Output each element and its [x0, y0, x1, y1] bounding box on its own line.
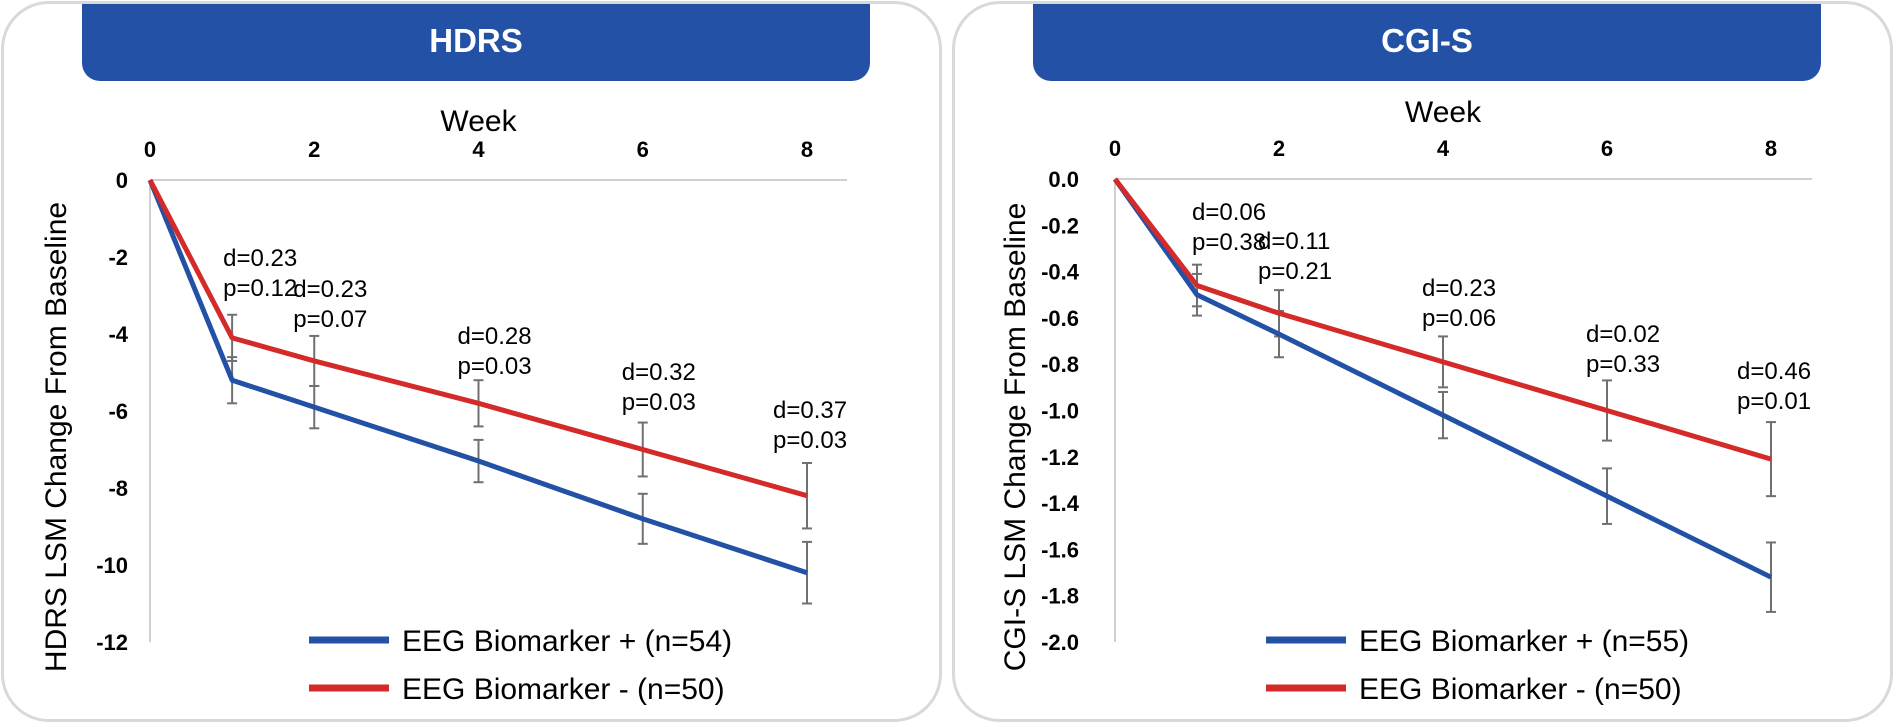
hdrs-x-tick-label: 2	[308, 137, 320, 162]
cgis-chart: Week 0 2 4 6 8 0.0 -0.2 -0.4 -0.6 -0.8 -1.0 -1.2 -1.4…	[999, 96, 1812, 706]
cgis-y-axis-title: CGI-S LSM Change From Baseline	[999, 203, 1032, 672]
cgis-panel: CGI-S Week 0 2 4 6 8 0.0 -0.2 -0.4 -0.6 -0.8 -1.0 -1…	[952, 1, 1893, 722]
hdrs-series-biomarker-positive	[147, 179, 808, 576]
cgis-annotation-d: d=0.06	[1192, 199, 1266, 226]
hdrs-annotation-d: d=0.23	[223, 245, 297, 272]
hdrs-legend-label: EEG Biomarker + (n=54)	[402, 625, 732, 658]
hdrs-annotation-d: d=0.28	[458, 323, 532, 350]
cgis-y-tick-label: -1.2	[1041, 445, 1079, 470]
hdrs-legend-label: EEG Biomarker - (n=50)	[402, 673, 725, 706]
hdrs-series-biomarker-negative	[147, 178, 808, 499]
cgis-legend-label: EEG Biomarker + (n=55)	[1359, 625, 1689, 658]
cgis-y-tick-label: -0.8	[1041, 352, 1079, 377]
hdrs-y-tick-label: -8	[108, 476, 128, 501]
cgis-annotation-d: d=0.46	[1737, 358, 1811, 385]
cgis-annotation-d: d=0.23	[1422, 275, 1496, 302]
cgis-title-banner: CGI-S	[1033, 4, 1821, 81]
cgis-y-tick-label: -1.8	[1041, 584, 1079, 609]
hdrs-y-axis-title: HDRS LSM Change From Baseline	[40, 202, 73, 672]
hdrs-title-banner: HDRS	[82, 4, 870, 81]
hdrs-annotation-p: p=0.03	[773, 427, 847, 454]
hdrs-panel: HDRS Week 0 2 4 6 8 0 -2 -4 -6 -8 -10 -12 HDRS LSM Ch…	[1, 1, 942, 722]
cgis-series-biomarker-positive	[1112, 177, 1773, 580]
cgis-y-tick-label: -0.4	[1041, 260, 1080, 285]
cgis-x-axis-title: Week	[1405, 96, 1482, 129]
cgis-series-biomarker-negative	[1113, 177, 1772, 462]
cgis-y-tick-label: -0.2	[1041, 213, 1079, 238]
hdrs-x-axis-title: Week	[440, 105, 517, 138]
hdrs-y-tick-label: 0	[116, 168, 128, 193]
cgis-annotation-p: p=0.01	[1737, 388, 1811, 415]
cgis-annotation-d: d=0.11	[1258, 228, 1330, 255]
hdrs-annotation-p: p=0.03	[622, 389, 696, 416]
cgis-x-tick-label: 0	[1109, 136, 1121, 161]
hdrs-y-tick-label: -6	[108, 399, 128, 424]
hdrs-annotation-p: p=0.03	[458, 353, 532, 380]
hdrs-annotation-p: p=0.12	[223, 275, 297, 302]
hdrs-x-tick-label: 0	[144, 137, 156, 162]
hdrs-y-tick-label: -4	[108, 322, 128, 347]
cgis-x-tick-label: 8	[1765, 136, 1777, 161]
cgis-annotation-p: p=0.21	[1258, 258, 1332, 285]
cgis-legend-label: EEG Biomarker - (n=50)	[1359, 673, 1682, 706]
cgis-y-tick-label: -1.4	[1041, 491, 1080, 516]
hdrs-x-tick-label: 6	[637, 137, 649, 162]
hdrs-y-tick-label: -12	[96, 630, 128, 655]
cgis-y-tick-label: -2.0	[1041, 630, 1079, 655]
hdrs-x-tick-label: 8	[801, 137, 813, 162]
cgis-y-tick-label: -0.6	[1041, 306, 1079, 331]
cgis-y-tick-label: 0.0	[1048, 167, 1079, 192]
hdrs-y-tick-label: -2	[108, 245, 128, 270]
cgis-x-tick-label: 4	[1437, 136, 1450, 161]
cgis-annotation-p: p=0.33	[1586, 351, 1660, 378]
cgis-x-tick-label: 2	[1273, 136, 1285, 161]
cgis-annotation-p: p=0.06	[1422, 305, 1496, 332]
hdrs-annotation-d: d=0.32	[622, 359, 696, 386]
hdrs-chart: Week 0 2 4 6 8 0 -2 -4 -6 -8 -10 -12 HDRS LSM Change …	[40, 105, 847, 706]
cgis-annotation-d: d=0.02	[1586, 321, 1660, 348]
cgis-y-tick-label: -1.0	[1041, 399, 1079, 424]
cgis-x-tick-label: 6	[1601, 136, 1613, 161]
cgis-y-tick-label: -1.6	[1041, 537, 1079, 562]
cgis-annotation-p: p=0.38	[1192, 229, 1266, 256]
hdrs-annotation-d: d=0.23	[293, 276, 367, 303]
hdrs-annotation-d: d=0.37	[773, 397, 847, 424]
hdrs-y-tick-label: -10	[96, 553, 128, 578]
hdrs-annotation-p: p=0.07	[293, 306, 367, 333]
hdrs-x-tick-label: 4	[472, 137, 485, 162]
